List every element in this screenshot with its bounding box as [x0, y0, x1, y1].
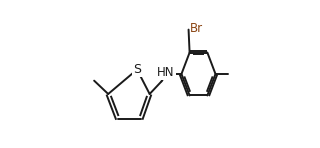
Text: Br: Br: [190, 22, 204, 35]
Text: S: S: [133, 63, 141, 76]
Text: HN: HN: [157, 66, 175, 79]
